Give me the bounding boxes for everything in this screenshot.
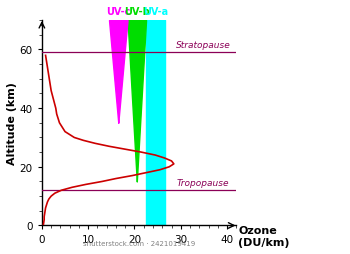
Text: shutterstock.com · 2421019419: shutterstock.com · 2421019419 — [83, 240, 195, 246]
Text: Tropopause: Tropopause — [176, 179, 229, 188]
Text: Ozone
(DU/km): Ozone (DU/km) — [238, 226, 290, 247]
Text: UV-b: UV-b — [124, 7, 150, 17]
Text: UV-c: UV-c — [106, 7, 131, 17]
Y-axis label: Altitude (km): Altitude (km) — [7, 82, 17, 165]
Text: UV-a: UV-a — [143, 7, 168, 17]
Text: Stratopause: Stratopause — [176, 41, 231, 50]
